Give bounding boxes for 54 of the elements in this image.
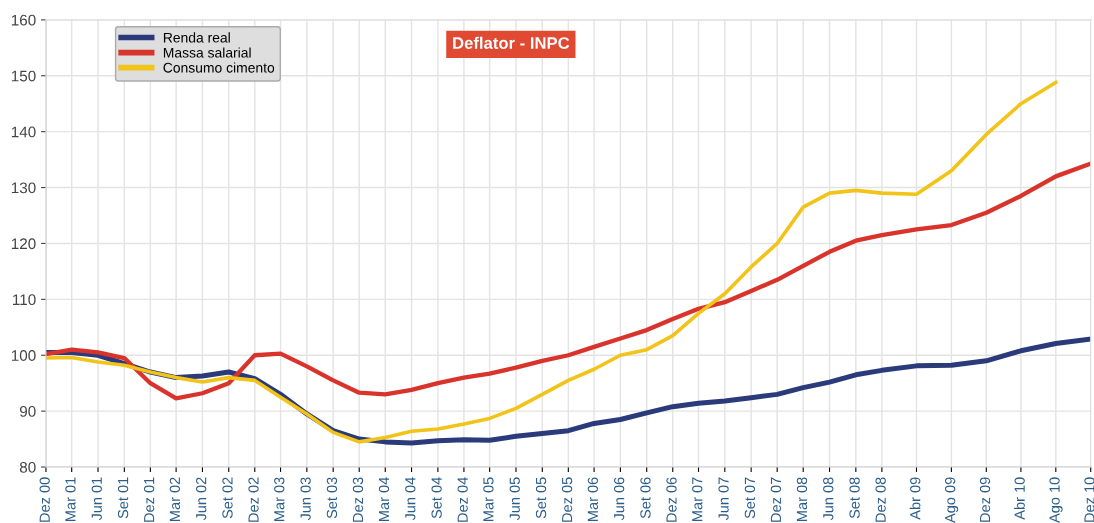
x-tick-label: Jun 05 [509,477,520,521]
y-tick-label: 160 [11,14,36,26]
y-tick-label: 80 [19,461,36,473]
x-tick-label: Dez 05 [561,477,573,522]
text: Deflator - INPC [453,36,570,49]
x-tick-label: Mar 04 [378,477,390,521]
x-tick-label: Mar 01 [65,477,76,521]
y-tick-label: 150 [11,70,36,82]
x-tick-label: Dez 09 [979,477,991,522]
x-tick-label: Jun 08 [823,477,834,521]
y-tick-label: 130 [11,182,36,194]
x-tick-label: Dez 07 [770,477,782,522]
x-tick-label: Set 06 [640,477,651,519]
x-tick-label: Set 02 [222,477,233,519]
x-tick-label: Dez 10 [1084,477,1094,522]
x-tick-label: Mar 08 [796,477,808,521]
line-series [45,161,1091,401]
line-series [45,80,1058,444]
x-tick-label: Mar 05 [483,477,494,521]
y-tick-label: 120 [11,238,36,250]
x-tick-label: Set 05 [535,477,547,519]
x-tick-label: Dez 03 [352,477,364,522]
x-tick-label: Set 03 [326,477,338,519]
y-tick-label: 110 [13,294,36,306]
y-tick-label: 140 [11,126,36,138]
x-tick-label: Abr 10 [1014,477,1025,520]
legend-label: Massa salarial [163,47,251,58]
x-tick-label: Ago 10 [1049,477,1063,523]
x-tick-label: Jun 03 [300,477,311,521]
x-tick-label: Jun 07 [718,477,729,521]
x-tick-label: Dez 01 [143,477,155,522]
x-tick-label: Abr 09 [909,477,921,520]
x-tick-label: Set 01 [117,477,129,519]
x-tick-label: Mar 03 [274,477,285,521]
x-tick-label: Jun 06 [613,477,625,521]
x-tick-label: Ago 09 [944,477,959,523]
legend-label: Consumo cimento [163,62,275,73]
x-tick-label: Dez 04 [457,477,468,522]
x-tick-label: Mar 06 [587,477,598,521]
x-tick-label: Jun 02 [196,477,207,521]
y-tick-label: 100 [11,350,36,361]
legend-label: Renda real [163,32,230,43]
x-tick-label: Dez 02 [248,477,259,522]
x-tick-label: Dez 06 [666,477,677,522]
x-tick-label: Set 08 [849,477,860,519]
x-tick-label: Mar 07 [692,477,703,521]
x-tick-label: Dez 08 [875,477,886,522]
x-tick-label: Jun 04 [405,477,416,521]
x-tick-label: Set 07 [744,477,756,519]
y-tick-label: 90 [19,406,36,417]
x-tick-label: Set 04 [431,477,442,519]
x-tick-label: Dez 00 [39,477,50,522]
x-tick-label: Jun 01 [91,477,102,521]
x-tick-label: Mar 02 [169,477,181,521]
